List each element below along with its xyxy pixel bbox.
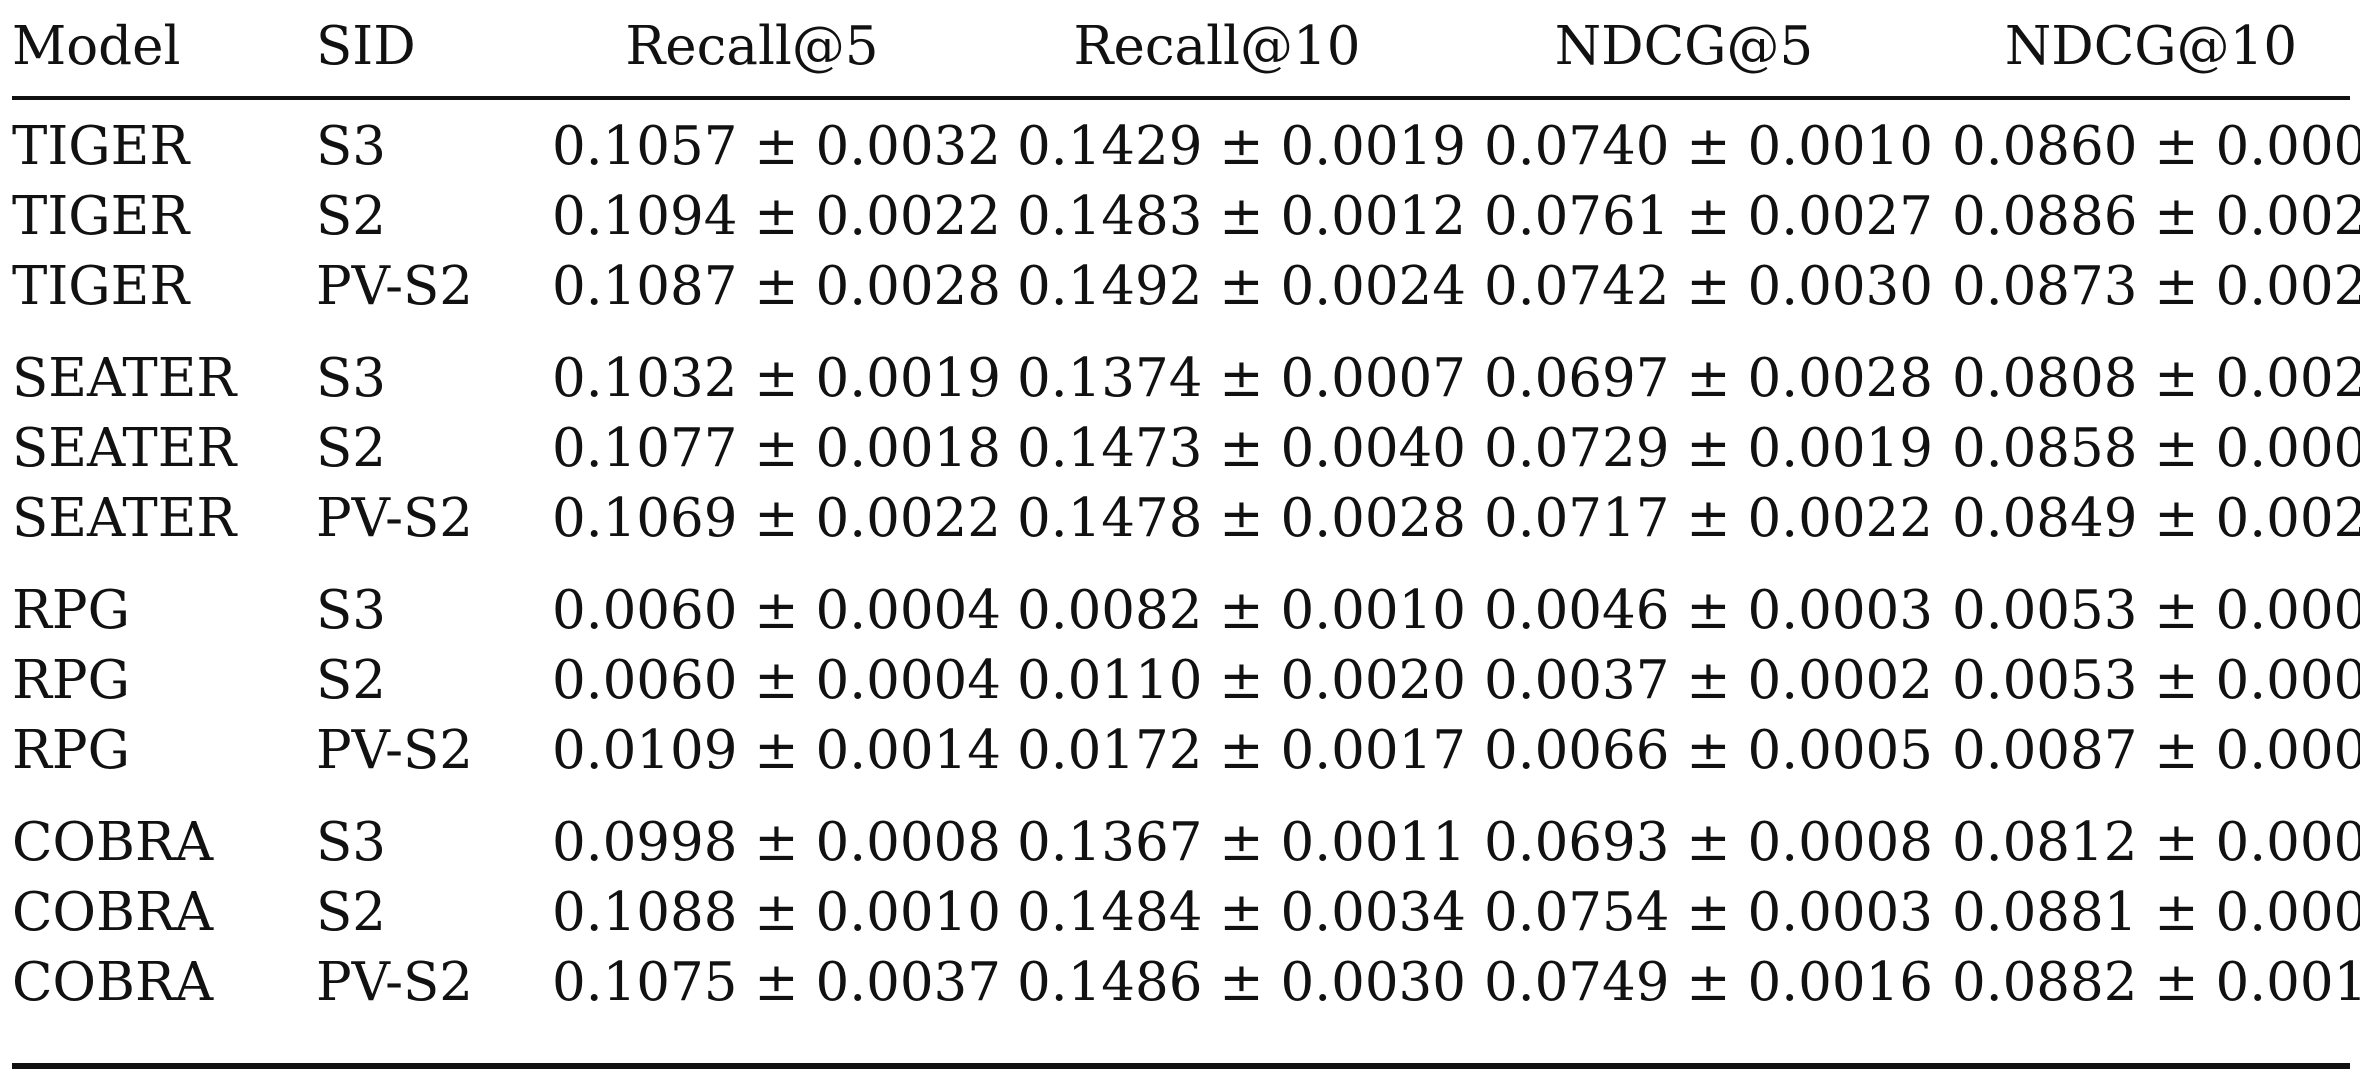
cell-recall-10: 0.1492 ± 0.0024	[1017, 256, 1466, 317]
cell-recall-10: 0.0082 ± 0.0010	[1017, 580, 1466, 641]
cell-recall-5: 0.1088 ± 0.0010	[552, 882, 1001, 943]
header-recall-5: Recall@5	[625, 16, 879, 77]
cell-recall-10: 0.1483 ± 0.0012	[1017, 186, 1466, 247]
cell-ndcg-10: 0.0808 ± 0.0022	[1952, 348, 2360, 409]
cell-recall-5: 0.1094 ± 0.0022	[552, 186, 1001, 247]
cell-sid: S2	[316, 650, 387, 711]
cell-model: COBRA	[12, 882, 214, 943]
header-recall-10: Recall@10	[1073, 16, 1361, 77]
cell-sid: PV-S2	[316, 256, 474, 317]
cell-ndcg-10: 0.0812 ± 0.0005	[1952, 812, 2360, 873]
cell-ndcg-5: 0.0754 ± 0.0003	[1484, 882, 1933, 943]
table-row: RPG S3 0.0060 ± 0.0004 0.0082 ± 0.0010 0.004…	[0, 576, 2360, 646]
header-rule	[12, 96, 2350, 100]
table-row: SEATER S2 0.1077 ± 0.0018 0.1473 ± 0.0040 0.…	[0, 414, 2360, 484]
cell-ndcg-10: 0.0881 ± 0.0009	[1952, 882, 2360, 943]
cell-recall-10: 0.0172 ± 0.0017	[1017, 720, 1466, 781]
cell-ndcg-10: 0.0053 ± 0.0003	[1952, 580, 2360, 641]
cell-recall-5: 0.1032 ± 0.0019	[552, 348, 1001, 409]
cell-recall-10: 0.1478 ± 0.0028	[1017, 488, 1466, 549]
cell-recall-5: 0.0998 ± 0.0008	[552, 812, 1001, 873]
cell-recall-5: 0.1077 ± 0.0018	[552, 418, 1001, 479]
cell-model: RPG	[12, 650, 130, 711]
cell-ndcg-5: 0.0697 ± 0.0028	[1484, 348, 1933, 409]
table-row: SEATER S3 0.1032 ± 0.0019 0.1374 ± 0.0007 0.…	[0, 344, 2360, 414]
cell-model: COBRA	[12, 812, 214, 873]
cell-model: SEATER	[12, 418, 237, 479]
cell-ndcg-10: 0.0849 ± 0.0024	[1952, 488, 2360, 549]
cell-ndcg-10: 0.0858 ± 0.0002	[1952, 418, 2360, 479]
cell-recall-5: 0.0109 ± 0.0014	[552, 720, 1001, 781]
cell-recall-10: 0.1429 ± 0.0019	[1017, 116, 1466, 177]
cell-sid: S3	[316, 348, 387, 409]
cell-recall-10: 0.1484 ± 0.0034	[1017, 882, 1466, 943]
cell-recall-5: 0.0060 ± 0.0004	[552, 580, 1001, 641]
cell-recall-10: 0.0110 ± 0.0020	[1017, 650, 1466, 711]
cell-ndcg-5: 0.0729 ± 0.0019	[1484, 418, 1933, 479]
table-header-row: Model SID Recall@5 Recall@10 NDCG@5 NDCG…	[0, 0, 2360, 96]
cell-recall-5: 0.1087 ± 0.0028	[552, 256, 1001, 317]
cell-model: TIGER	[12, 186, 190, 247]
header-ndcg-5: NDCG@5	[1554, 16, 1814, 77]
cell-model: RPG	[12, 720, 130, 781]
header-sid: SID	[316, 16, 416, 77]
cell-sid: S2	[316, 186, 387, 247]
cell-sid: S3	[316, 116, 387, 177]
cell-ndcg-5: 0.0066 ± 0.0005	[1484, 720, 1933, 781]
table-row: TIGER PV-S2 0.1087 ± 0.0028 0.1492 ± 0.0024…	[0, 252, 2360, 322]
cell-ndcg-10: 0.0886 ± 0.0023	[1952, 186, 2360, 247]
cell-ndcg-10: 0.0053 ± 0.0006	[1952, 650, 2360, 711]
cell-sid: PV-S2	[316, 952, 474, 1013]
cell-sid: S3	[316, 812, 387, 873]
cell-model: TIGER	[12, 256, 190, 317]
table-row: SEATER PV-S2 0.1069 ± 0.0022 0.1478 ± 0.002…	[0, 484, 2360, 554]
cell-model: RPG	[12, 580, 130, 641]
cell-model: SEATER	[12, 348, 237, 409]
table-row: COBRA S2 0.1088 ± 0.0010 0.1484 ± 0.0034 0.0…	[0, 878, 2360, 948]
table-row: RPG S2 0.0060 ± 0.0004 0.0110 ± 0.0020 0.003…	[0, 646, 2360, 716]
cell-model: SEATER	[12, 488, 237, 549]
cell-ndcg-5: 0.0742 ± 0.0030	[1484, 256, 1933, 317]
table-row: RPG PV-S2 0.0109 ± 0.0014 0.0172 ± 0.0017 0.…	[0, 716, 2360, 786]
bottom-rule	[12, 1063, 2350, 1069]
cell-model: COBRA	[12, 952, 214, 1013]
cell-ndcg-5: 0.0761 ± 0.0027	[1484, 186, 1933, 247]
table-row: TIGER S3 0.1057 ± 0.0032 0.1429 ± 0.0019 0.0…	[0, 112, 2360, 182]
cell-ndcg-10: 0.0860 ± 0.0006	[1952, 116, 2360, 177]
cell-ndcg-10: 0.0873 ± 0.0028	[1952, 256, 2360, 317]
cell-recall-5: 0.0060 ± 0.0004	[552, 650, 1001, 711]
cell-ndcg-5: 0.0046 ± 0.0003	[1484, 580, 1933, 641]
cell-ndcg-5: 0.0037 ± 0.0002	[1484, 650, 1933, 711]
cell-recall-5: 0.1069 ± 0.0022	[552, 488, 1001, 549]
cell-sid: PV-S2	[316, 720, 474, 781]
cell-recall-5: 0.1075 ± 0.0037	[552, 952, 1001, 1013]
cell-ndcg-10: 0.0882 ± 0.0014	[1952, 952, 2360, 1013]
cell-ndcg-5: 0.0740 ± 0.0010	[1484, 116, 1933, 177]
cell-sid: S2	[316, 882, 387, 943]
table-row: COBRA S3 0.0998 ± 0.0008 0.1367 ± 0.0011 0.0…	[0, 808, 2360, 878]
cell-recall-10: 0.1486 ± 0.0030	[1017, 952, 1466, 1013]
cell-recall-5: 0.1057 ± 0.0032	[552, 116, 1001, 177]
cell-sid: PV-S2	[316, 488, 474, 549]
cell-recall-10: 0.1374 ± 0.0007	[1017, 348, 1466, 409]
cell-sid: S2	[316, 418, 387, 479]
table-row: TIGER S2 0.1094 ± 0.0022 0.1483 ± 0.0012 0.0…	[0, 182, 2360, 252]
table-row: COBRA PV-S2 0.1075 ± 0.0037 0.1486 ± 0.0030…	[0, 948, 2360, 1018]
header-model: Model	[12, 16, 181, 77]
cell-recall-10: 0.1367 ± 0.0011	[1017, 812, 1466, 873]
cell-model: TIGER	[12, 116, 190, 177]
cell-ndcg-5: 0.0717 ± 0.0022	[1484, 488, 1933, 549]
header-ndcg-10: NDCG@10	[2004, 16, 2298, 77]
cell-ndcg-5: 0.0749 ± 0.0016	[1484, 952, 1933, 1013]
cell-recall-10: 0.1473 ± 0.0040	[1017, 418, 1466, 479]
cell-sid: S3	[316, 580, 387, 641]
cell-ndcg-10: 0.0087 ± 0.0008	[1952, 720, 2360, 781]
cell-ndcg-5: 0.0693 ± 0.0008	[1484, 812, 1933, 873]
